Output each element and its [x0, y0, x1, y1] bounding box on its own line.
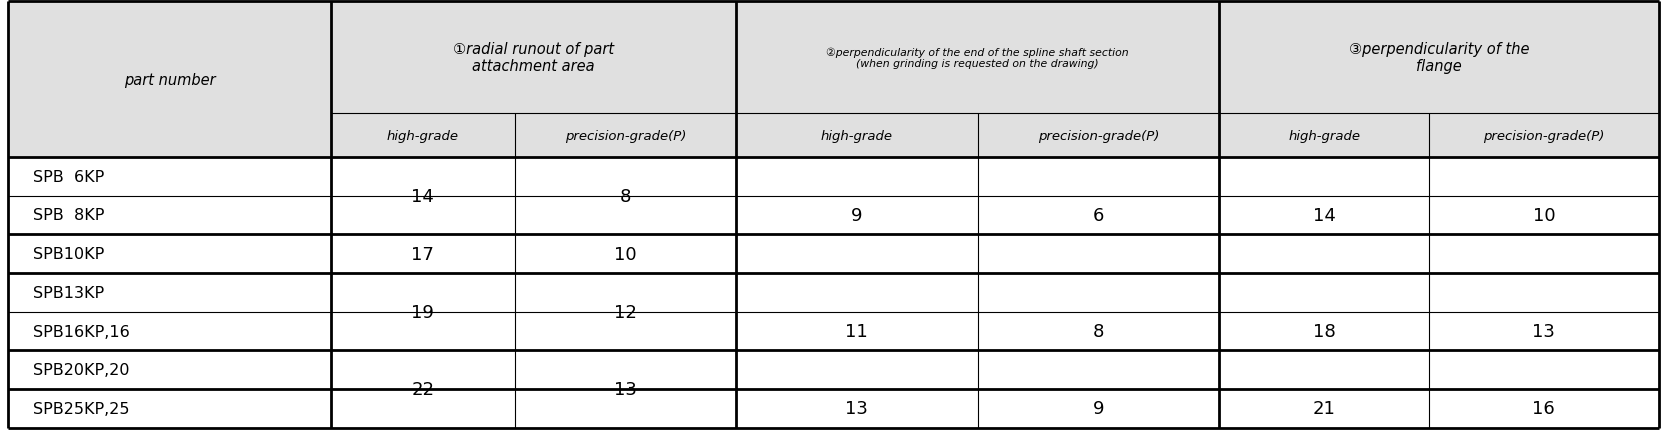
Text: 14: 14	[1313, 206, 1336, 224]
Text: 13: 13	[614, 380, 637, 398]
Text: 9: 9	[1093, 399, 1105, 418]
Text: 12: 12	[614, 303, 637, 321]
Text: 10: 10	[1533, 206, 1556, 224]
Text: precision-grade(P): precision-grade(P)	[564, 129, 686, 142]
Text: SPB  8KP: SPB 8KP	[33, 208, 105, 223]
Text: 16: 16	[1533, 399, 1556, 418]
Text: 6: 6	[1093, 206, 1105, 224]
Text: 13: 13	[845, 399, 869, 418]
Text: 21: 21	[1313, 399, 1336, 418]
Text: ③perpendicularity of the
flange: ③perpendicularity of the flange	[1350, 42, 1529, 74]
Polygon shape	[8, 157, 1659, 428]
Text: 22: 22	[411, 380, 434, 398]
Text: part number: part number	[123, 72, 215, 87]
Text: SPB25KP,25: SPB25KP,25	[33, 401, 130, 416]
Text: 8: 8	[1093, 322, 1105, 340]
Text: SPB20KP,20: SPB20KP,20	[33, 362, 130, 378]
Text: 14: 14	[411, 187, 434, 205]
Text: 13: 13	[1533, 322, 1556, 340]
Polygon shape	[8, 2, 1659, 157]
Text: 17: 17	[411, 245, 434, 263]
Text: ②perpendicularity of the end of the spline shaft section
(when grinding is reque: ②perpendicularity of the end of the spli…	[827, 47, 1128, 69]
Text: SPB16KP,16: SPB16KP,16	[33, 324, 130, 339]
Text: SPB13KP: SPB13KP	[33, 285, 105, 300]
Text: precision-grade(P): precision-grade(P)	[1038, 129, 1160, 142]
Text: SPB10KP: SPB10KP	[33, 246, 105, 261]
Text: high-grade: high-grade	[820, 129, 892, 142]
Text: high-grade: high-grade	[388, 129, 459, 142]
Text: 18: 18	[1313, 322, 1336, 340]
Text: high-grade: high-grade	[1288, 129, 1359, 142]
Text: 10: 10	[614, 245, 637, 263]
Text: precision-grade(P): precision-grade(P)	[1483, 129, 1604, 142]
Text: 9: 9	[850, 206, 862, 224]
Text: ①radial runout of part
attachment area: ①radial runout of part attachment area	[453, 42, 614, 74]
Text: 19: 19	[411, 303, 434, 321]
Text: 8: 8	[619, 187, 631, 205]
Text: 11: 11	[845, 322, 869, 340]
Text: SPB  6KP: SPB 6KP	[33, 169, 105, 184]
